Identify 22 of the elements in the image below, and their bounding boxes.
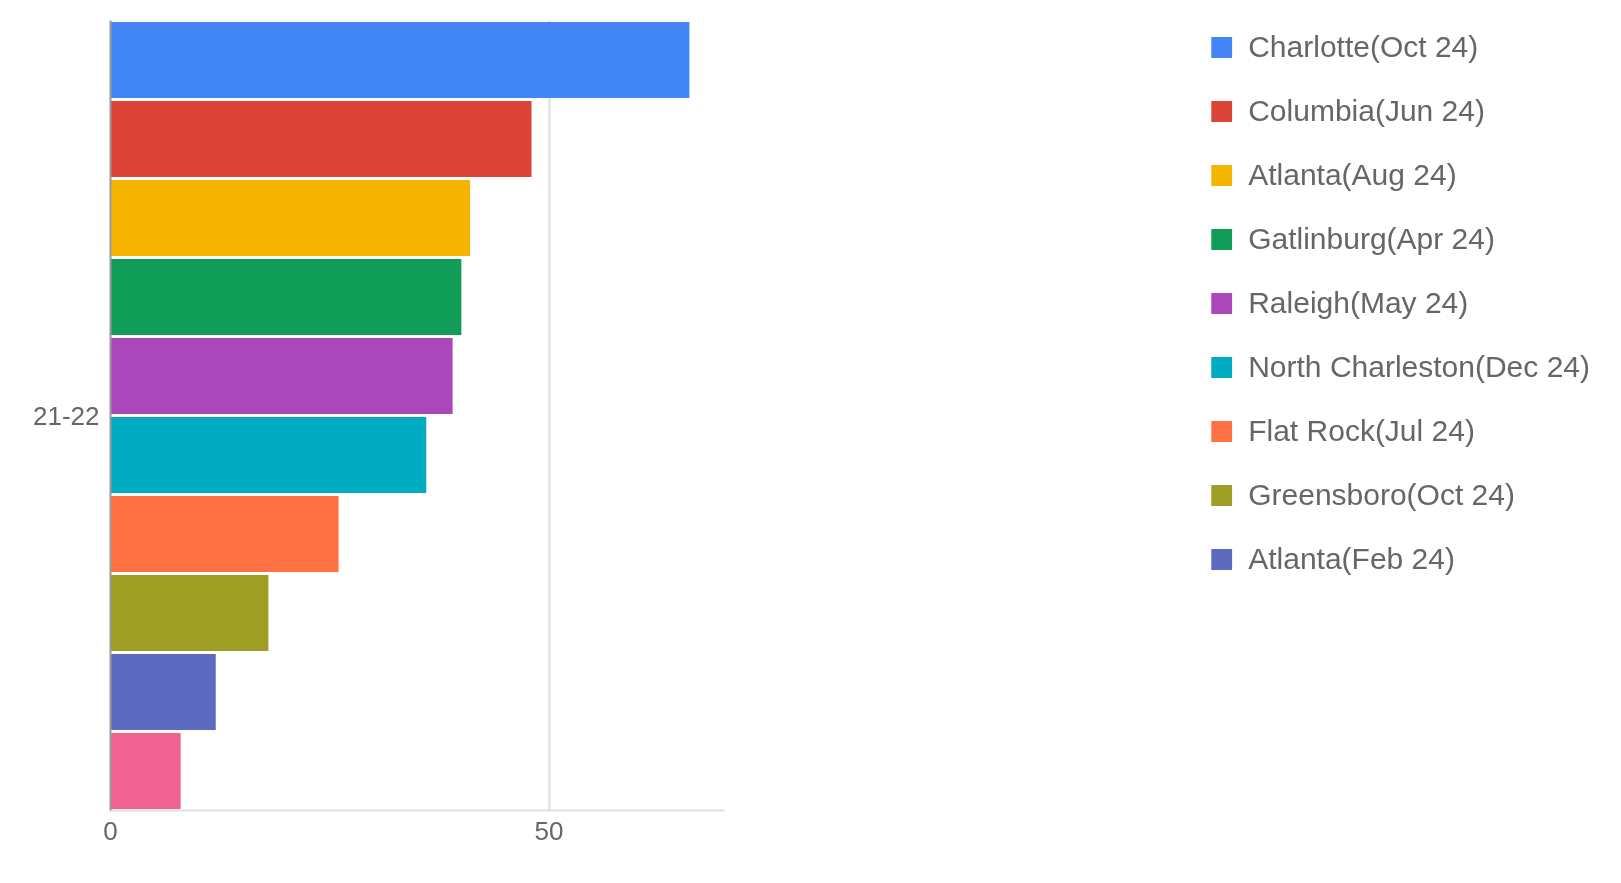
legend-label: Atlanta(Feb 24) [1248,542,1455,576]
bar [110,417,427,493]
bar [110,654,216,730]
x-tick-label: 0 [103,815,118,846]
legend-label: Raleigh(May 24) [1248,286,1469,320]
bar [110,180,471,256]
bar [110,733,181,809]
legend-label: North Charleston(Dec 24) [1248,350,1590,384]
legend-label: Flat Rock(Jul 24) [1248,414,1475,448]
bar [110,496,339,572]
bar [110,259,462,335]
bar [110,101,532,177]
bar [110,338,453,414]
legend-label: Charlotte(Oct 24) [1248,30,1479,64]
bar [110,22,690,98]
x-tick-label: 50 [534,815,564,846]
legend-label: Atlanta(Aug 24) [1248,158,1457,192]
legend-label: Gatlinburg(Apr 24) [1248,222,1495,256]
bar [110,575,269,651]
y-tick-label: 21-22 [33,400,100,431]
legend-label: Columbia(Jun 24) [1248,94,1485,128]
legend-label: Greensboro(Oct 24) [1248,478,1515,512]
